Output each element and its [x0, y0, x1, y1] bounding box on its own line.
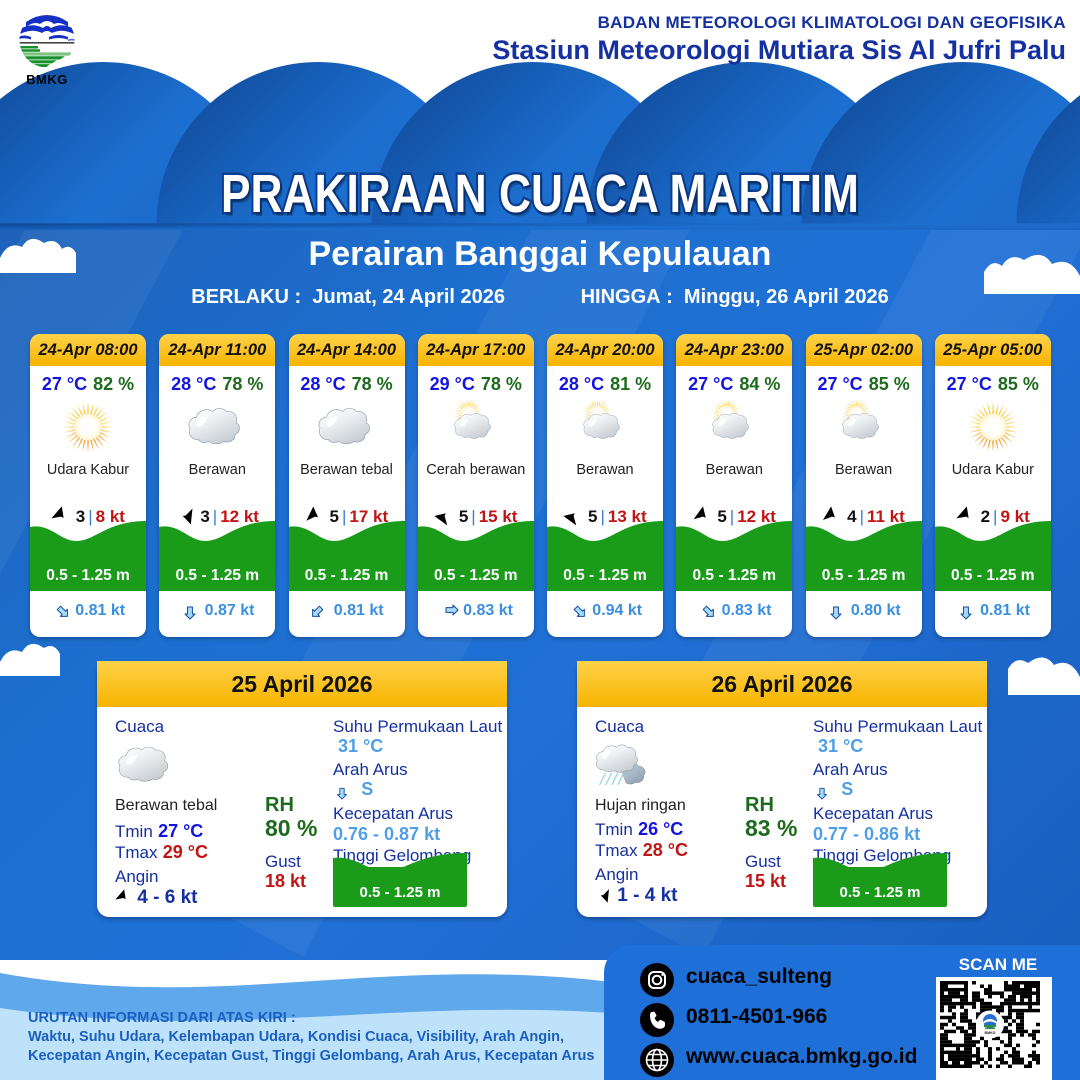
- svg-text:BMKG: BMKG: [985, 1031, 996, 1035]
